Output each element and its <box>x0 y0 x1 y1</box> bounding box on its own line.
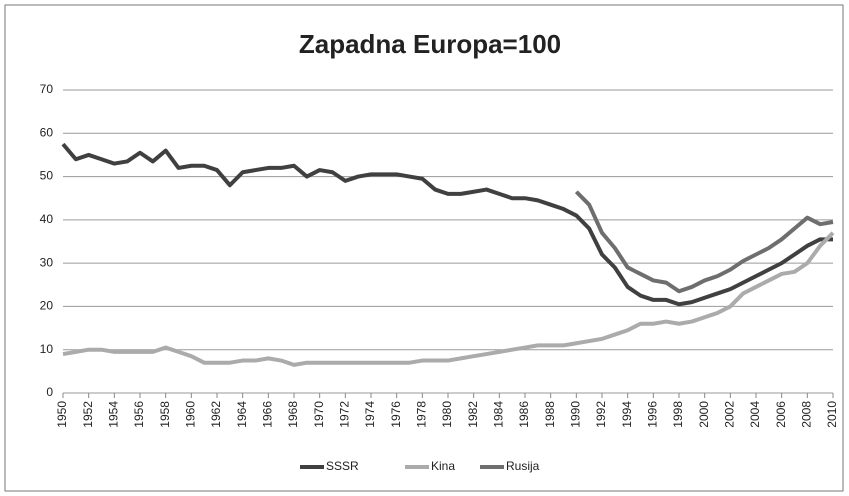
x-tick-label: 1962 <box>209 401 223 428</box>
y-tick-label: 40 <box>40 212 54 226</box>
x-tick-label: 1960 <box>184 401 198 428</box>
x-tick-label: 1982 <box>466 401 480 428</box>
y-tick-label: 60 <box>40 125 54 139</box>
x-tick-label: 1950 <box>55 401 69 428</box>
x-tick-label: 2002 <box>723 401 737 428</box>
x-tick-label: 2008 <box>800 401 814 428</box>
y-tick-label: 50 <box>40 169 54 183</box>
x-tick-label: 1978 <box>415 401 429 428</box>
x-tick-label: 2004 <box>748 401 762 428</box>
series-line <box>62 231 835 367</box>
x-tick-label: 1996 <box>646 401 660 428</box>
x-tick-label: 1966 <box>261 401 275 428</box>
x-tick-label: 1990 <box>569 401 583 428</box>
x-tick-label: 1972 <box>338 401 352 428</box>
series-line <box>574 190 834 294</box>
chart-border <box>4 4 844 492</box>
x-tick-label: 1988 <box>543 401 557 428</box>
x-tick-label: 1974 <box>363 401 377 428</box>
legend-label: SSSR <box>326 459 359 473</box>
y-tick-label: 20 <box>40 299 54 313</box>
legend-label: Rusija <box>506 459 540 473</box>
y-tick-label: 0 <box>46 385 53 399</box>
x-tick-label: 1964 <box>235 401 249 428</box>
x-tick-label: 1984 <box>492 401 506 428</box>
x-tick-label: 1986 <box>517 401 531 428</box>
y-tick-label: 10 <box>40 342 54 356</box>
x-tick-label: 1980 <box>440 401 454 428</box>
y-tick-label: 30 <box>40 255 54 269</box>
legend-label: Kina <box>431 459 455 473</box>
x-tick-label: 1976 <box>389 401 403 428</box>
x-tick-label: 1998 <box>671 401 685 428</box>
x-tick-label: 1970 <box>312 401 326 428</box>
x-tick-label: 2006 <box>774 401 788 428</box>
x-tick-label: 1952 <box>81 401 95 428</box>
y-tick-label: 70 <box>40 82 54 96</box>
series-line <box>61 142 833 307</box>
x-tick-label: 1956 <box>132 401 146 428</box>
x-tick-label: 1992 <box>594 401 608 428</box>
x-tick-label: 1994 <box>620 401 634 428</box>
x-tick-label: 2000 <box>697 401 711 428</box>
chart-title: Zapadna Europa=100 <box>299 29 561 59</box>
x-tick-label: 1958 <box>158 401 172 428</box>
x-tick-label: 2010 <box>825 401 839 428</box>
x-tick-label: 1968 <box>286 401 300 428</box>
x-tick-label: 1954 <box>107 401 121 428</box>
